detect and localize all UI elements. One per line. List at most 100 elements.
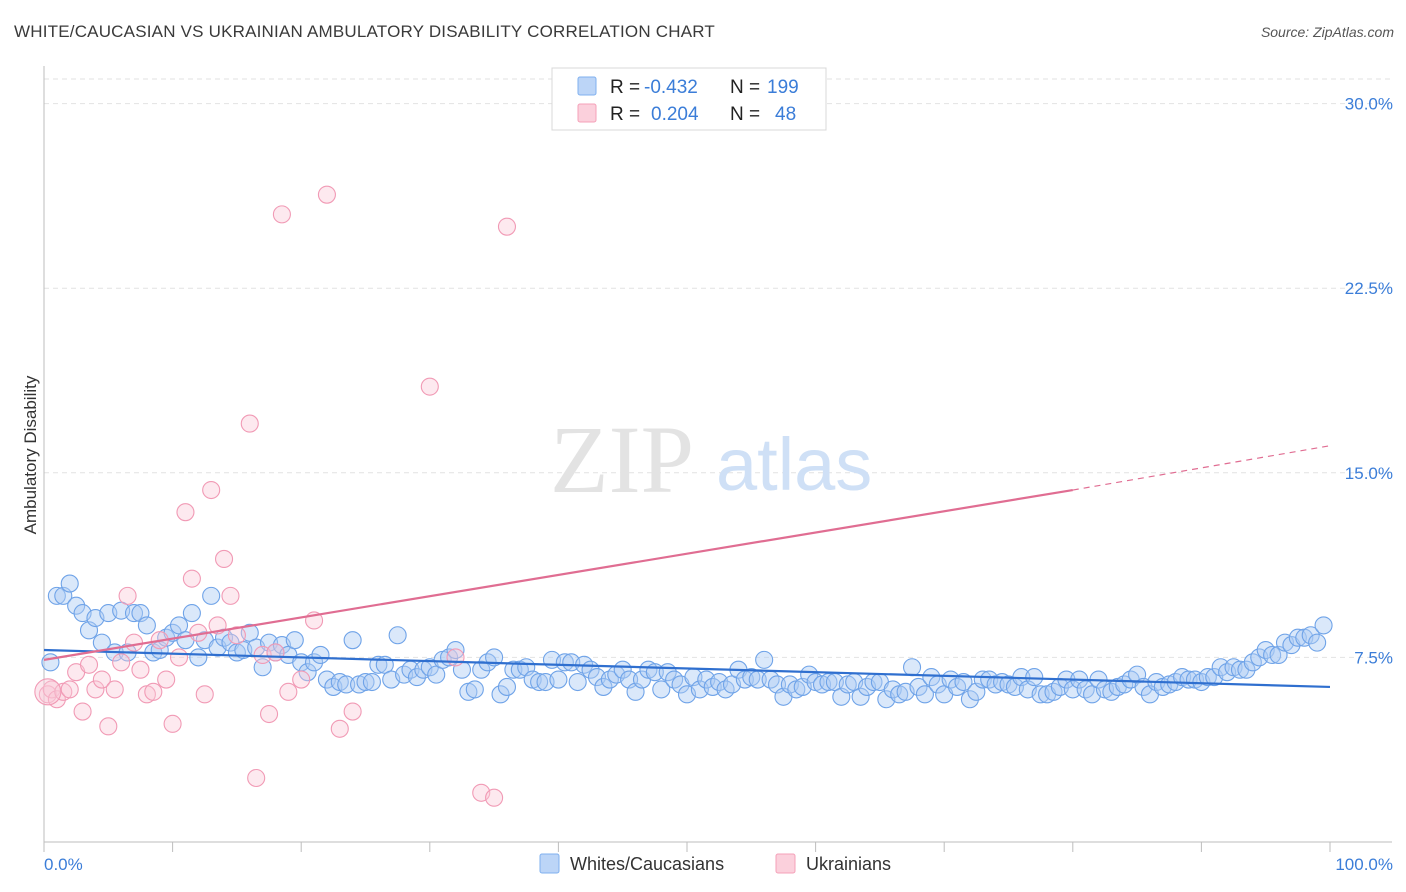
point-whites (594, 677, 613, 696)
point-ukrainians (497, 217, 517, 236)
watermark-atlas: atlas (716, 423, 872, 506)
legend-r-label-whites: R = (610, 77, 640, 98)
point-ukrainians (317, 185, 336, 204)
point-whites (954, 672, 973, 692)
point-whites (362, 672, 381, 692)
point-whites (485, 648, 504, 667)
point-ukrainians (292, 670, 311, 689)
point-ukrainians (60, 680, 79, 699)
y-tick-labels: 7.5% 15.0% 22.5% 30.0% (1345, 95, 1393, 668)
legend-r-label-ukrainians: R = (610, 104, 640, 125)
point-ukrainians (169, 648, 189, 667)
correlation-legend: R = -0.432 N = 199 R = 0.204 N = 48 (551, 67, 827, 131)
point-whites (568, 672, 587, 692)
point-whites (491, 685, 510, 704)
data-points (34, 185, 1333, 807)
point-ukrainians (485, 788, 504, 807)
point-whites (497, 677, 517, 696)
point-whites (41, 653, 60, 672)
axes (43, 66, 1392, 852)
series-legend-swatch-ukrainians (775, 853, 796, 874)
point-ukrainians (227, 626, 246, 645)
point-ukrainians (343, 702, 362, 721)
series-legend: Whites/Caucasians Ukrainians (539, 853, 891, 874)
point-ukrainians (73, 702, 92, 721)
point-whites (253, 658, 272, 677)
point-whites (1301, 626, 1320, 645)
point-ukrainians (420, 377, 439, 396)
x-tick-label: 100.0% (1335, 855, 1393, 874)
y-tick-label: 15.0% (1345, 464, 1393, 483)
point-ukrainians (124, 633, 144, 652)
legend-n-value-ukrainians: 48 (775, 104, 796, 125)
point-whites (800, 665, 819, 684)
point-ukrainians (330, 719, 349, 738)
point-whites (1025, 668, 1044, 687)
point-ukrainians (112, 653, 131, 672)
x-tick-labels: 0.0% 100.0% (44, 855, 1393, 874)
trend-lines (43, 445, 1331, 689)
point-ukrainians (99, 717, 118, 736)
point-whites (446, 640, 465, 660)
legend-n-label-ukrainians: N = (730, 104, 760, 125)
point-whites (465, 680, 484, 699)
series-legend-label-whites: Whites/Caucasians (570, 854, 724, 874)
point-ukrainians (79, 655, 99, 674)
legend-r-value-whites: -0.432 (644, 77, 698, 98)
point-whites (67, 596, 86, 615)
legend-swatch-whites (577, 76, 597, 96)
point-whites (1063, 680, 1082, 699)
point-whites (915, 685, 934, 704)
point-whites (285, 631, 304, 650)
point-ukrainians (131, 660, 150, 679)
point-ukrainians (259, 704, 279, 724)
point-ukrainians (34, 678, 62, 706)
source-label: Source: ZipAtlas.com (1260, 24, 1394, 40)
legend-n-label-whites: N = (730, 77, 760, 98)
y-tick-label: 30.0% (1345, 95, 1393, 114)
trend-line-whites (43, 648, 1331, 689)
point-whites (1237, 660, 1256, 679)
point-whites (922, 668, 941, 687)
point-ukrainians (118, 586, 137, 605)
point-ukrainians (279, 682, 298, 701)
point-ukrainians (105, 680, 124, 699)
y-axis-label: Ambulatory Disability (21, 375, 40, 534)
point-ukrainians (202, 480, 221, 500)
point-ukrainians (176, 503, 195, 522)
point-whites (311, 645, 330, 664)
trend-line-ukrainians-extension (1072, 445, 1331, 491)
point-whites (189, 648, 208, 667)
point-ukrainians (214, 549, 234, 569)
point-whites (1308, 633, 1327, 652)
point-whites (549, 670, 568, 689)
point-whites (472, 660, 491, 679)
point-whites (1198, 668, 1217, 687)
watermark-zip: ZIP (550, 406, 694, 513)
legend-box (551, 67, 827, 131)
point-ukrainians (221, 586, 240, 605)
y-tick-label: 7.5% (1354, 648, 1393, 667)
point-whites (851, 687, 870, 706)
legend-n-value-whites: 199 (767, 77, 799, 98)
point-whites (1263, 645, 1282, 664)
point-whites (960, 690, 979, 709)
point-whites (652, 680, 671, 699)
point-ukrainians (446, 648, 465, 667)
point-ukrainians (247, 768, 266, 788)
point-whites (388, 626, 407, 645)
point-ukrainians (92, 670, 111, 689)
point-whites (902, 658, 922, 677)
legend-swatch-ukrainians (577, 103, 597, 123)
point-whites (47, 586, 66, 605)
legend-r-value-ukrainians: 0.204 (651, 104, 699, 125)
trend-line-ukrainians (43, 488, 1073, 661)
point-whites (530, 672, 549, 692)
point-ukrainians (240, 414, 259, 433)
point-ukrainians (272, 205, 291, 224)
point-whites (407, 668, 426, 687)
watermark: ZIP atlas (550, 406, 872, 513)
y-tick-label: 22.5% (1345, 279, 1393, 298)
point-whites (555, 653, 574, 672)
